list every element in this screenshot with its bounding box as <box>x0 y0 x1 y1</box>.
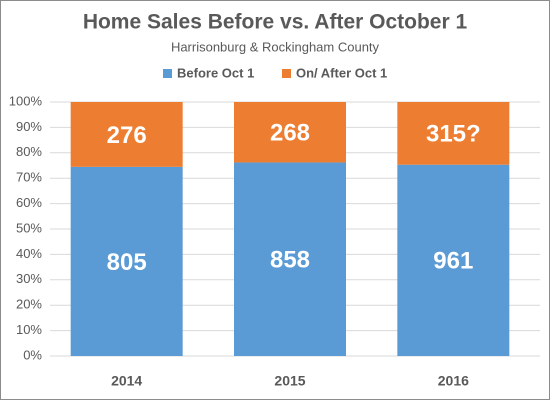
y-tick-label: 0% <box>23 347 42 362</box>
chart-title: Home Sales Before vs. After October 1 <box>83 11 468 34</box>
data-label: 858 <box>270 247 310 274</box>
x-tick-label: 2016 <box>438 373 469 389</box>
y-tick-label: 80% <box>16 144 42 159</box>
x-tick-label: 2014 <box>111 373 142 389</box>
data-label: 315? <box>426 121 481 148</box>
data-label: 805 <box>107 249 147 276</box>
data-label: 268 <box>270 120 310 147</box>
bar-segment <box>234 162 346 356</box>
y-tick-label: 100% <box>9 93 43 108</box>
bar-segment <box>234 102 346 163</box>
x-tick-label: 2015 <box>274 373 305 389</box>
bar-segment <box>70 102 183 167</box>
y-tick-label: 60% <box>16 195 42 210</box>
legend-label: On/ After Oct 1 <box>296 65 387 80</box>
data-label: 276 <box>107 122 147 149</box>
y-tick-label: 90% <box>16 119 42 134</box>
y-tick-label: 30% <box>16 271 42 286</box>
chart-subtitle: Harrisonburg & Rockingham County <box>171 39 380 54</box>
data-label: 961 <box>433 248 473 275</box>
y-tick-label: 50% <box>16 220 42 235</box>
legend-swatch <box>282 69 291 78</box>
legend-label: Before Oct 1 <box>177 65 254 80</box>
bar-segment <box>70 166 183 356</box>
y-tick-label: 10% <box>16 322 42 337</box>
y-tick-label: 20% <box>16 297 42 312</box>
y-tick-label: 40% <box>16 246 42 261</box>
y-tick-label: 70% <box>16 170 42 185</box>
bar-segment <box>397 102 510 165</box>
bar-segment <box>397 164 510 356</box>
legend-swatch <box>163 69 172 78</box>
